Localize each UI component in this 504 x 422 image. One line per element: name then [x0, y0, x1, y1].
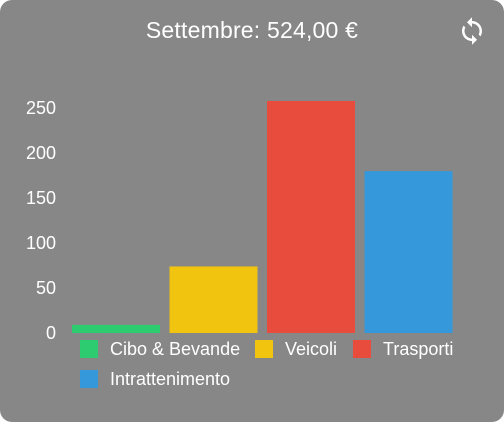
legend-swatch — [353, 340, 371, 358]
legend-item-intrattenimento[interactable]: Intrattenimento — [80, 367, 230, 391]
legend-swatch — [255, 340, 273, 358]
legend-item-cibo-bevande[interactable]: Cibo & Bevande — [80, 337, 240, 361]
y-tick-label: 100 — [26, 233, 56, 253]
y-tick-label: 150 — [26, 188, 56, 208]
legend-item-veicoli[interactable]: Veicoli — [255, 337, 337, 361]
bar-intrattenimento[interactable] — [364, 171, 453, 333]
y-tick-label: 0 — [46, 323, 56, 343]
y-tick-label: 250 — [26, 98, 56, 118]
bar-cibo-bevande[interactable] — [72, 324, 160, 333]
legend-label: Veicoli — [285, 338, 338, 359]
legend-swatch — [80, 340, 98, 358]
refresh-button[interactable] — [455, 14, 489, 48]
legend-label: Cibo & Bevande — [110, 338, 241, 359]
month-total-title: Settembre: 524,00 € — [145, 17, 359, 43]
legend-label: Trasporti — [383, 338, 454, 359]
y-tick-label: 200 — [26, 143, 56, 163]
bar-trasporti[interactable] — [267, 101, 355, 333]
refresh-icon — [462, 17, 482, 45]
bar-veicoli[interactable] — [169, 266, 258, 333]
y-tick-label: 50 — [36, 278, 56, 298]
legend-item-trasporti[interactable]: Trasporti — [353, 337, 453, 361]
legend-swatch — [80, 370, 98, 388]
legend-label: Intrattenimento — [110, 368, 231, 389]
